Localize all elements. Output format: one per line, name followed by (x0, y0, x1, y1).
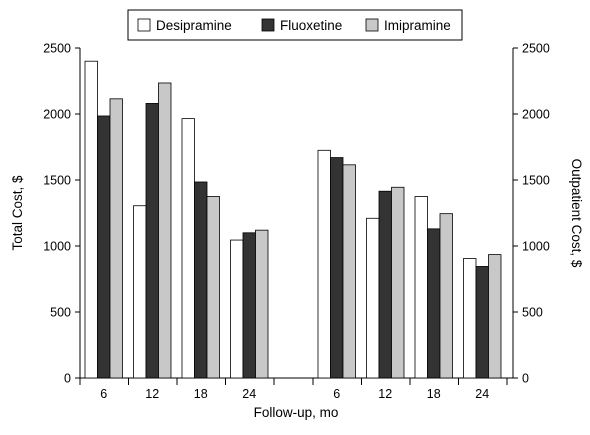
right-y-tick-label: 2000 (522, 108, 550, 122)
x-tick-label: 12 (378, 387, 392, 401)
bar-fluoxetine-total-24 (242, 232, 256, 379)
left-y-tick-label: 1000 (43, 240, 71, 254)
x-tick-label: 24 (242, 387, 256, 401)
x-tick-label: 6 (333, 387, 340, 401)
bar-desipramine-outpatient-18 (414, 196, 428, 379)
legend: Desipramine Fluoxetine Imipramine (127, 9, 463, 41)
bar-imipramine-outpatient-18 (439, 213, 453, 379)
x-tick-label: 12 (145, 387, 159, 401)
right-y-tick-label: 1500 (522, 174, 550, 188)
bars (84, 60, 502, 379)
legend-label-imipramine: Imipramine (384, 18, 451, 33)
right-y-tick-label: 1000 (522, 240, 550, 254)
legend-swatch-desipramine (137, 18, 151, 32)
bar-desipramine-outpatient-6 (317, 149, 331, 379)
bar-imipramine-total-18 (206, 196, 220, 379)
bar-fluoxetine-outpatient-12 (378, 190, 392, 379)
right-y-axis-title: Outpatient Cost, $ (569, 159, 584, 268)
legend-label-fluoxetine: Fluoxetine (280, 18, 342, 33)
bar-fluoxetine-total-12 (145, 103, 159, 379)
bar-imipramine-outpatient-12 (391, 186, 405, 379)
right-y-tick-label: 0 (522, 372, 529, 386)
right-y-ticks: 0 500 1000 1500 2000 2500 (513, 42, 550, 386)
right-y-tick-label: 500 (522, 306, 543, 320)
x-tick-label: 24 (475, 387, 489, 401)
legend-label-desipramine: Desipramine (156, 18, 232, 33)
bar-fluoxetine-outpatient-24 (475, 266, 489, 379)
bar-desipramine-total-18 (181, 118, 195, 379)
right-y-tick-label: 2500 (522, 42, 550, 56)
left-y-tick-label: 2500 (43, 42, 71, 56)
bar-desipramine-outpatient-24 (463, 258, 477, 379)
legend-swatch-fluoxetine (261, 18, 275, 32)
bar-fluoxetine-total-6 (97, 115, 111, 379)
bar-imipramine-total-6 (109, 98, 123, 379)
bar-imipramine-outpatient-24 (488, 254, 502, 379)
left-y-tick-label: 500 (50, 306, 71, 320)
bar-desipramine-total-6 (84, 60, 98, 379)
x-ticks: 6 12 18 24 6 12 18 24 (79, 378, 508, 401)
left-y-tick-label: 1500 (43, 174, 71, 188)
bar-fluoxetine-outpatient-6 (330, 157, 344, 379)
legend-frame (127, 9, 463, 41)
left-y-tick-label: 0 (64, 372, 71, 386)
left-y-tick-label: 2000 (43, 108, 71, 122)
bar-fluoxetine-total-18 (194, 181, 208, 379)
x-tick-label: 18 (194, 387, 208, 401)
left-y-ticks: 0 500 1000 1500 2000 2500 (43, 42, 80, 386)
bar-imipramine-outpatient-6 (342, 164, 356, 379)
bar-desipramine-total-12 (133, 205, 147, 379)
left-y-axis-title: Total Cost, $ (10, 175, 25, 251)
bar-desipramine-total-24 (230, 239, 244, 379)
bar-desipramine-outpatient-12 (366, 217, 380, 379)
x-tick-label: 6 (100, 387, 107, 401)
x-tick-label: 18 (427, 387, 441, 401)
x-axis-title: Follow-up, mo (254, 405, 339, 420)
bar-imipramine-total-12 (158, 82, 172, 379)
bar-imipramine-total-24 (255, 229, 269, 379)
bar-fluoxetine-outpatient-18 (427, 228, 441, 379)
legend-swatch-imipramine (365, 18, 379, 32)
